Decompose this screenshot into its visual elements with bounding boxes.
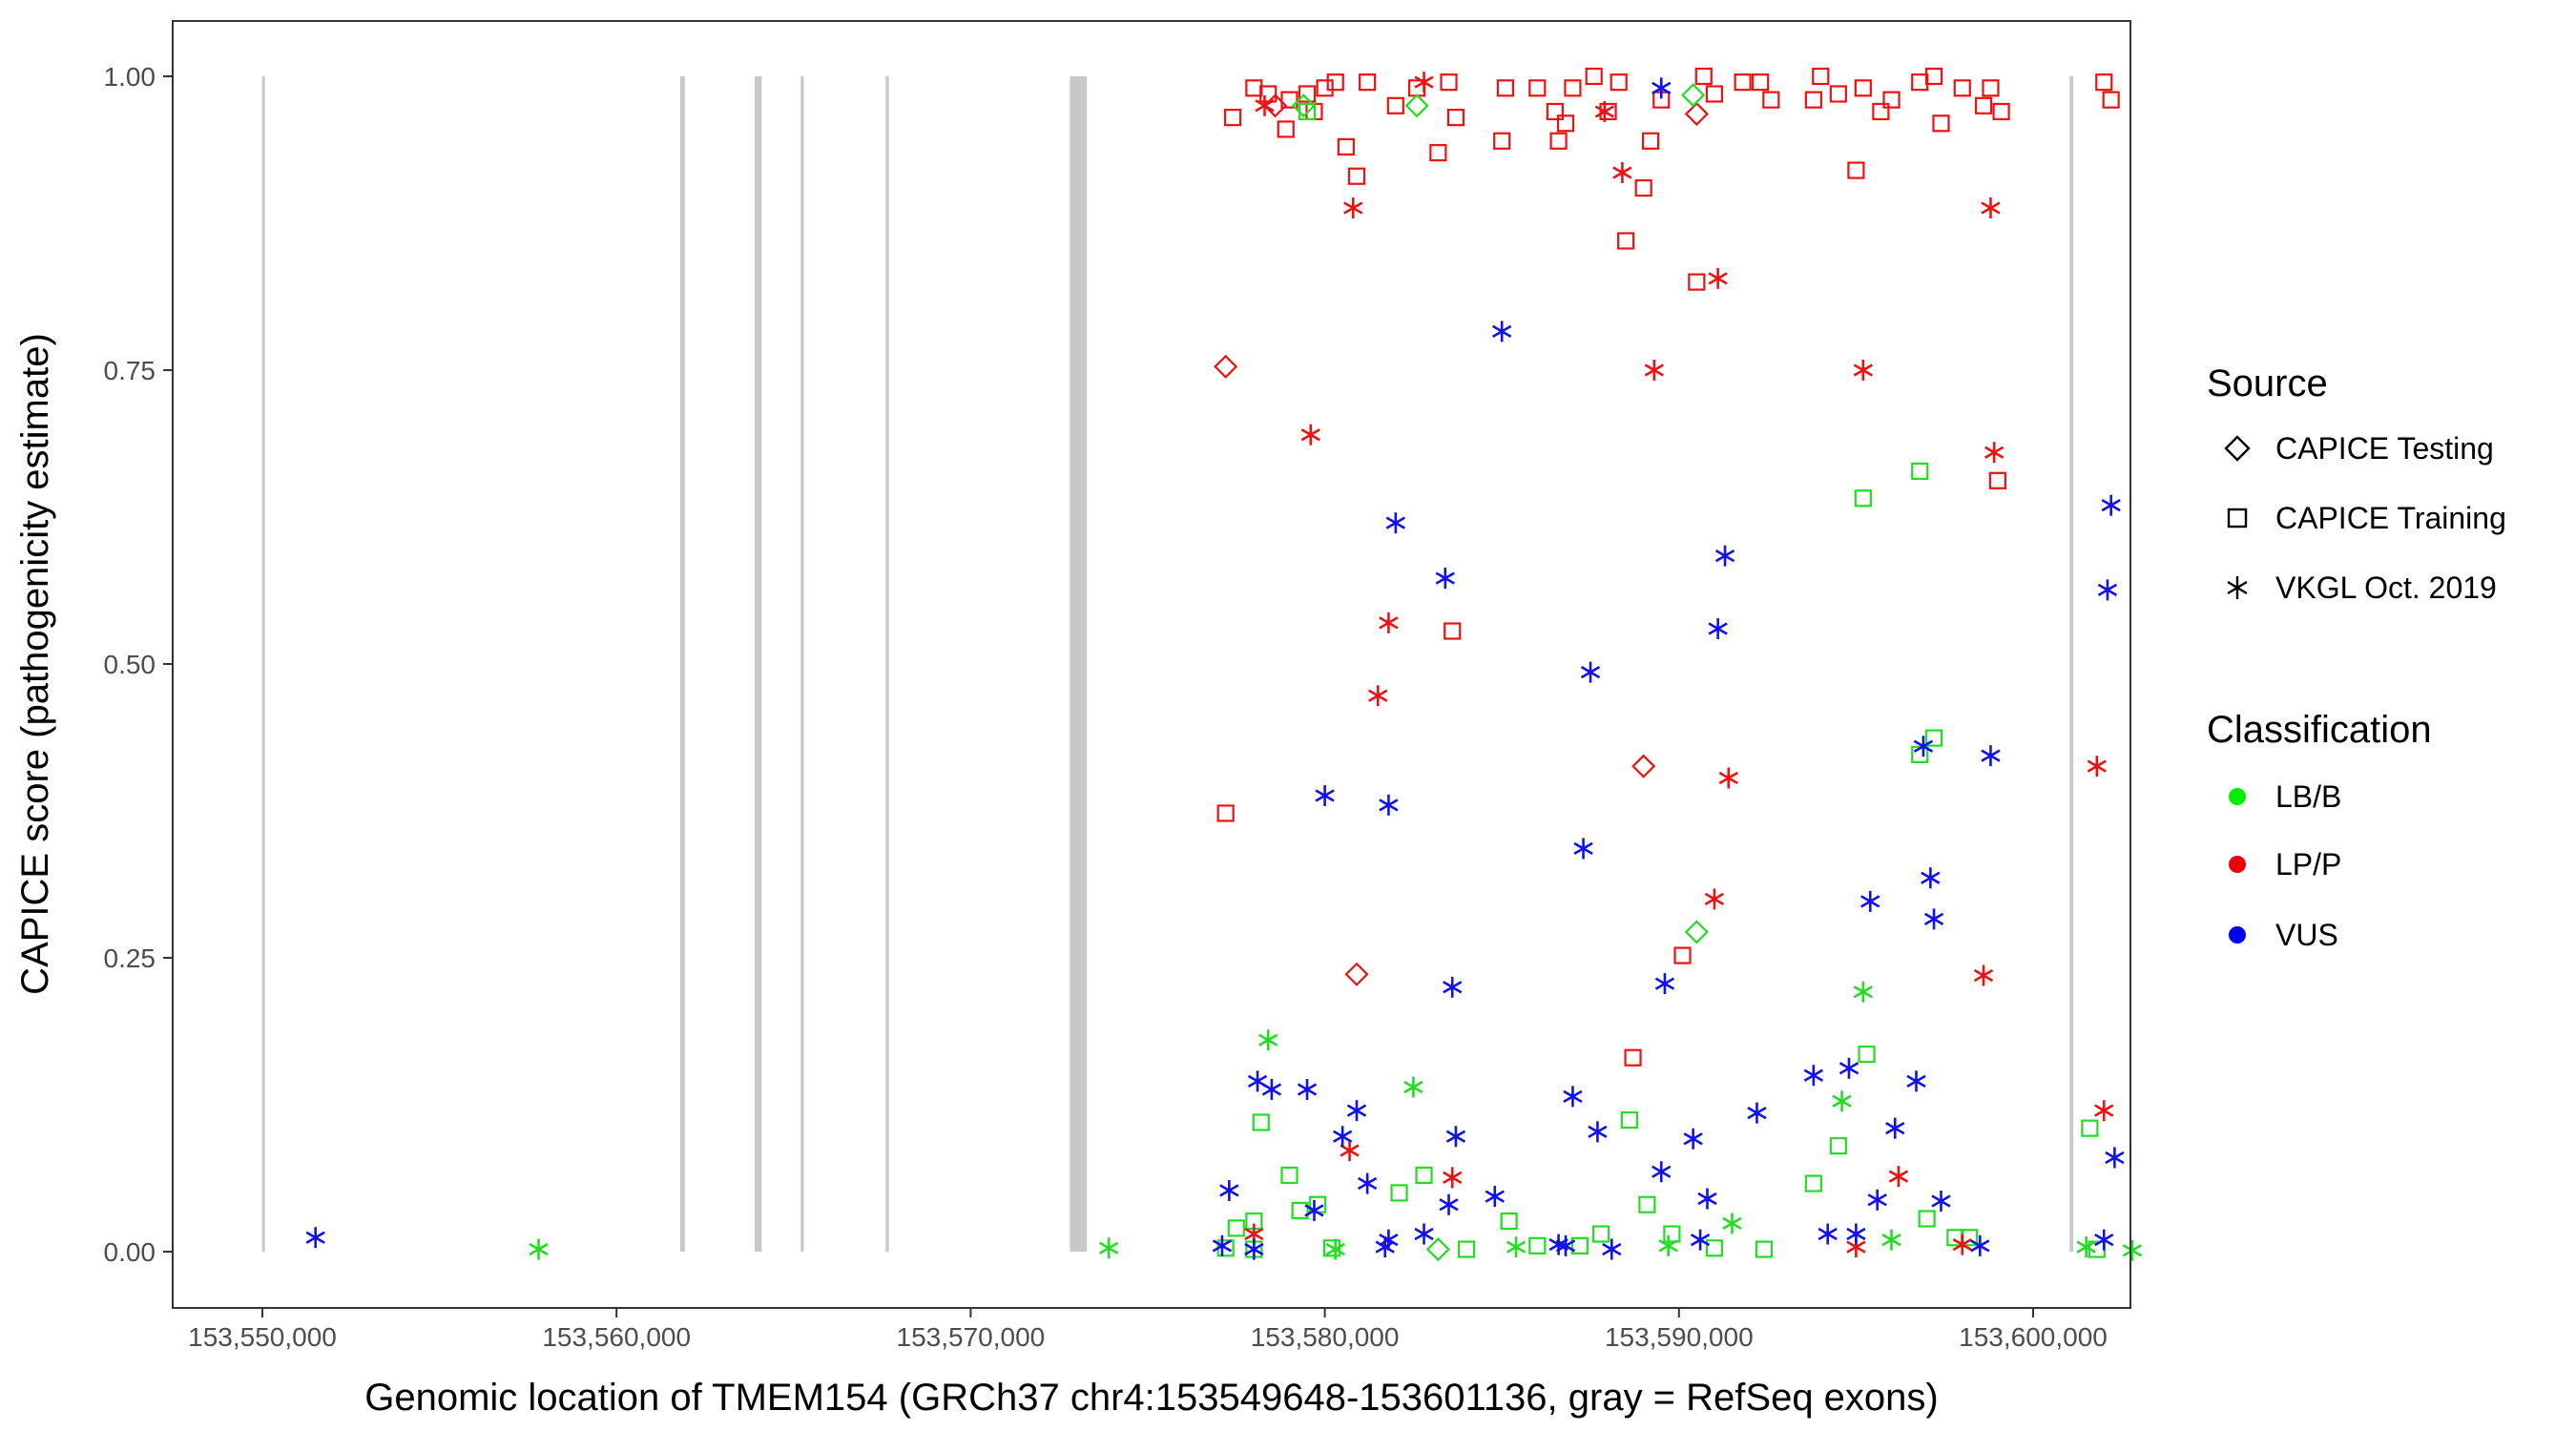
- legend-lbb-dot: [2229, 788, 2246, 805]
- legend-lpp-dot: [2229, 856, 2246, 873]
- y-tick-label: 0.75: [104, 356, 156, 385]
- legend-vus-dot: [2229, 926, 2246, 944]
- x-axis-title: Genomic location of TMEM154 (GRCh37 chr4…: [364, 1377, 1939, 1419]
- y-tick-label: 0.25: [104, 944, 156, 973]
- exon-band: [680, 76, 685, 1252]
- y-axis-title: CAPICE score (pathogenicity estimate): [14, 333, 56, 995]
- exon-band: [755, 76, 761, 1252]
- legend-class-vus: VUS: [2275, 918, 2338, 952]
- x-tick-label: 153,600,000: [1959, 1322, 2108, 1352]
- y-tick-label: 1.00: [104, 62, 156, 92]
- x-tick-label: 153,560,000: [542, 1322, 691, 1352]
- x-tick-label: 153,580,000: [1251, 1322, 1400, 1352]
- legend-class-title: Classification: [2207, 709, 2432, 751]
- y-tick-label: 0.00: [104, 1237, 156, 1267]
- exon-band: [885, 76, 888, 1252]
- x-tick-label: 153,550,000: [188, 1322, 337, 1352]
- exon-band: [262, 76, 265, 1252]
- x-tick-label: 153,590,000: [1605, 1322, 1754, 1352]
- legend-source-title: Source: [2207, 363, 2328, 404]
- chart: 153,550,000 153,560,000 153,570,000 153,580…: [0, 0, 2576, 1431]
- exon-band: [800, 76, 803, 1252]
- legend-source-vkgl: VKGL Oct. 2019: [2275, 570, 2497, 605]
- legend-source-capice-training: CAPICE Training: [2275, 501, 2506, 535]
- y-tick-label: 0.50: [104, 650, 156, 679]
- legend-class-lbb: LB/B: [2275, 779, 2341, 814]
- legend-source-capice-testing: CAPICE Testing: [2275, 431, 2494, 466]
- legend-class-lpp: LP/P: [2275, 847, 2341, 881]
- exon-band: [2069, 76, 2073, 1252]
- chart-background: [0, 0, 2576, 1431]
- x-tick-label: 153,570,000: [897, 1322, 1046, 1352]
- exon-band: [1070, 76, 1087, 1252]
